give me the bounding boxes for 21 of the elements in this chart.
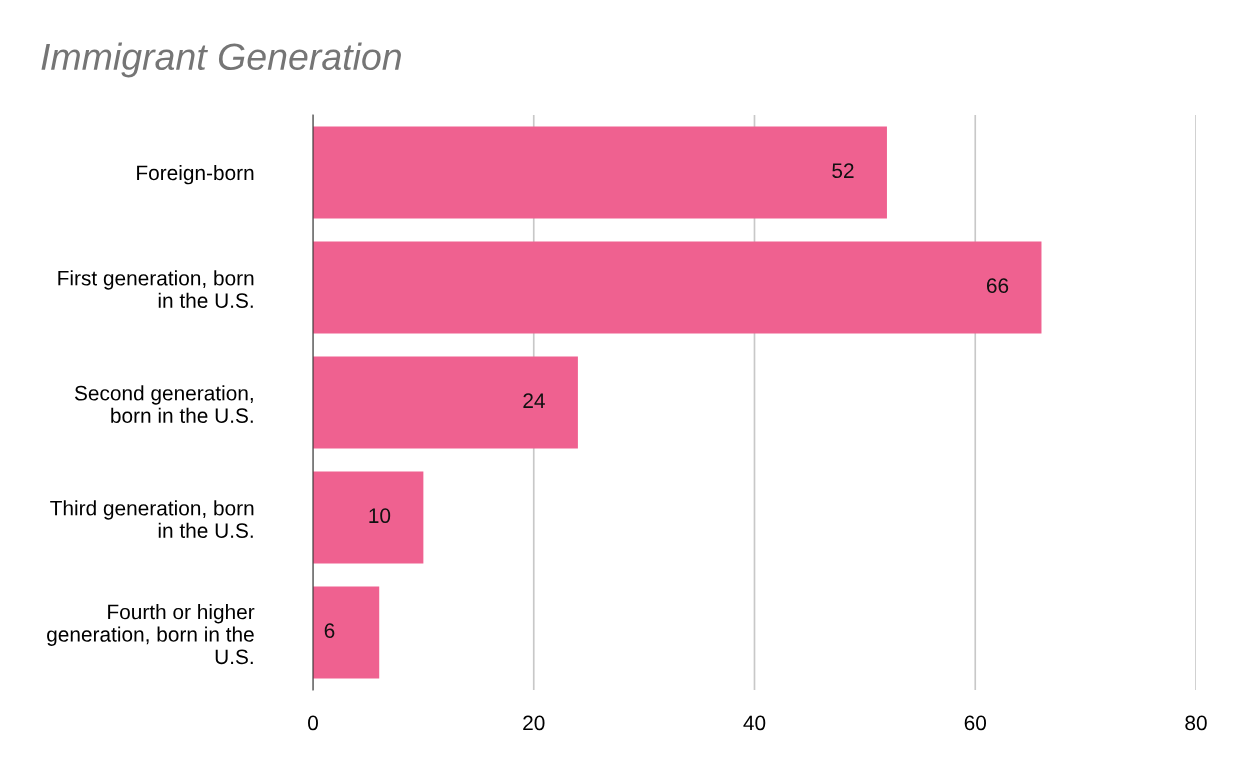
bar: [313, 471, 424, 564]
bar: [313, 356, 578, 449]
data-label: 24: [523, 393, 545, 408]
y-tick-label: Third generation, born in the U.S.: [50, 500, 254, 538]
data-label: 52: [832, 163, 854, 179]
bar: [313, 586, 380, 679]
y-tick-label: Foreign-born: [137, 164, 254, 185]
data-label: 10: [369, 508, 391, 524]
data-label: 6: [324, 623, 335, 639]
chart-title: Immigrant Generation: [41, 42, 401, 78]
y-tick-label: Fourth or higher generation, born in the U.S.: [47, 604, 255, 665]
y-tick-label: Second generation, born in the U.S.: [74, 385, 253, 423]
data-label: 66: [986, 278, 1009, 294]
bar: [313, 126, 887, 219]
bar: [313, 241, 1042, 334]
x-tick-label: 60: [964, 715, 987, 731]
x-tick-label: 80: [1185, 715, 1207, 731]
y-tick-label: First generation, born in the U.S.: [58, 270, 254, 308]
x-tick-label: 20: [523, 715, 545, 731]
x-tick-label: 40: [743, 715, 766, 731]
x-tick-label: 0: [308, 715, 318, 731]
